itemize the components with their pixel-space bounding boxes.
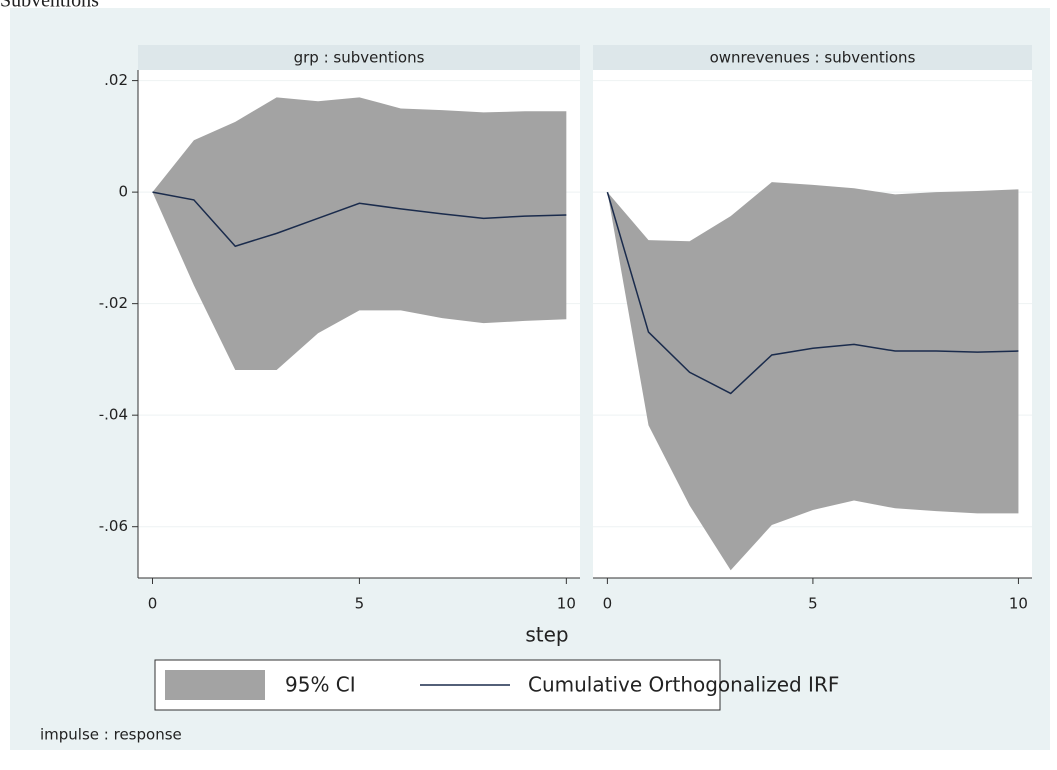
irf-line: [152, 191, 567, 248]
y-tick-label: 0: [118, 183, 128, 201]
panel-header: [138, 45, 580, 70]
y-tick-label: -.04: [99, 406, 128, 424]
legend-label: Cumulative Orthogonalized IRF: [528, 673, 839, 697]
ci-band: [152, 97, 567, 371]
legend-label: 95% CI: [285, 673, 356, 697]
panel-title: ownrevenues : subventions: [710, 49, 916, 67]
y-tick-label: .02: [104, 71, 128, 89]
page-title: Subventions: [0, 0, 99, 12]
x-tick-label: 10: [557, 595, 576, 613]
ci-band: [607, 182, 1019, 571]
x-tick-label: 5: [808, 595, 818, 613]
irf-line: [606, 191, 1019, 395]
x-tick-label: 5: [355, 595, 365, 613]
x-axis-label: step: [525, 623, 568, 647]
legend-swatch: [165, 670, 265, 700]
panel-title: grp : subventions: [294, 49, 425, 67]
x-tick-label: 0: [148, 595, 158, 613]
x-tick-label: 10: [1009, 595, 1028, 613]
panel-header: [593, 45, 1032, 70]
note: impulse : response: [40, 726, 182, 744]
y-tick-label: -.06: [99, 517, 128, 535]
y-tick-label: -.02: [99, 294, 128, 312]
x-tick-label: 0: [603, 595, 613, 613]
